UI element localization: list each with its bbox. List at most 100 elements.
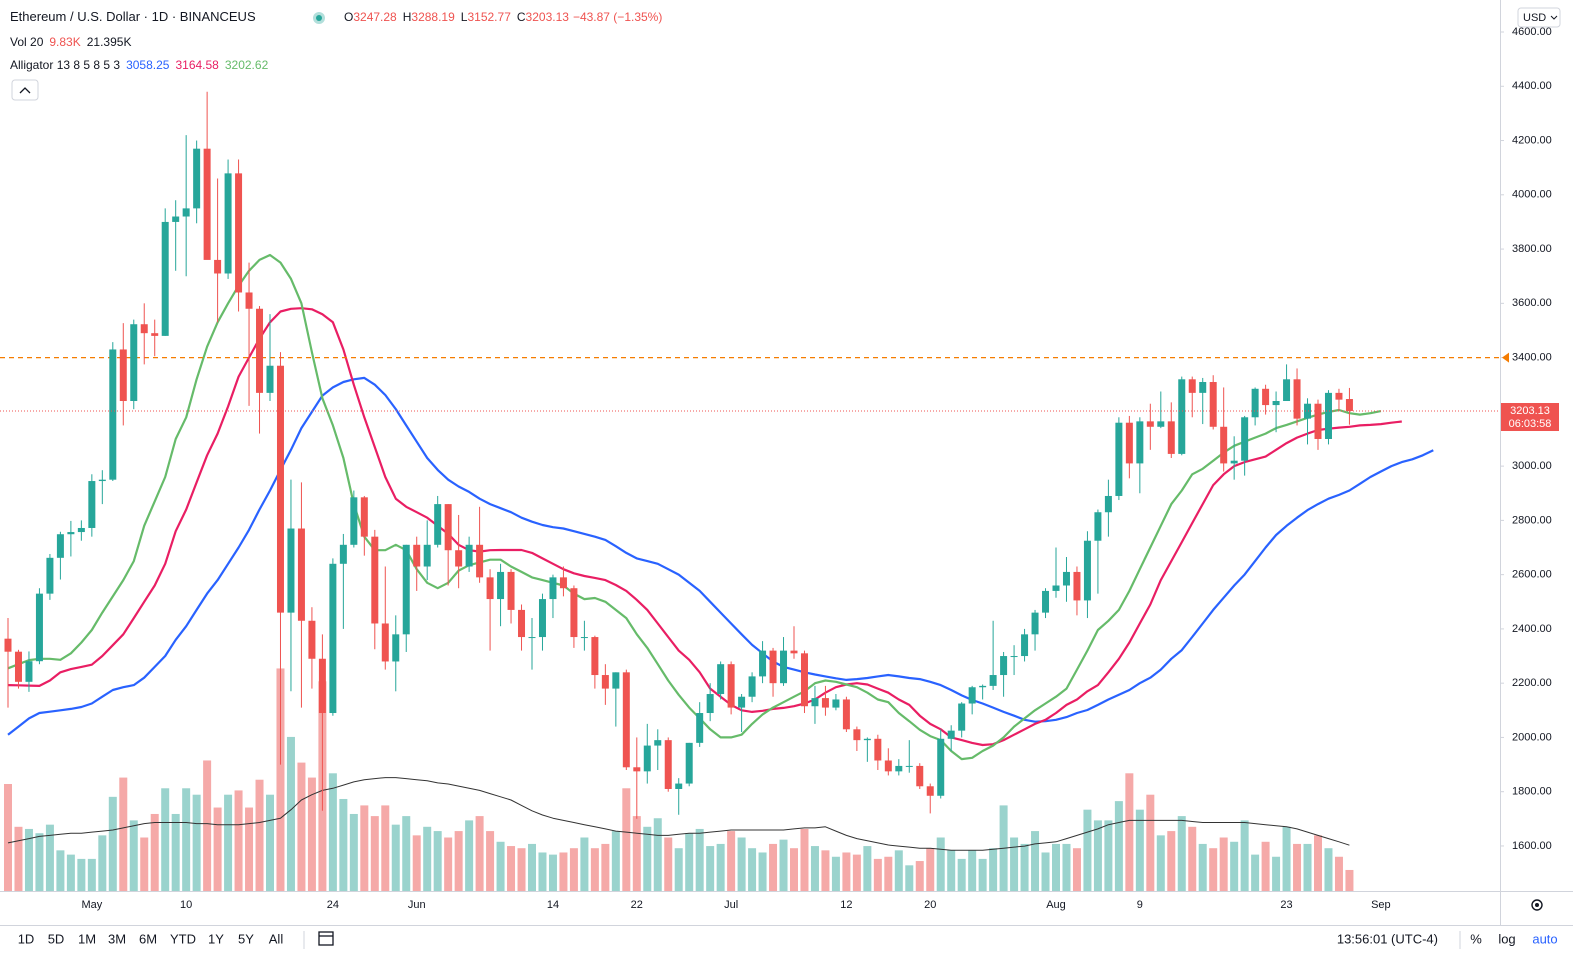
- candle-body: [549, 577, 557, 600]
- volume-bar: [465, 820, 474, 891]
- candle-body: [1115, 422, 1123, 496]
- volume-bar: [727, 831, 736, 891]
- candle-body: [916, 765, 924, 787]
- candle-body: [172, 216, 180, 222]
- volume-bar: [863, 846, 872, 891]
- settings-icon[interactable]: [1535, 903, 1539, 907]
- volume-bar: [24, 828, 33, 891]
- volume-bar: [810, 846, 819, 891]
- candle-body: [633, 767, 641, 772]
- scale-option[interactable]: %: [1470, 931, 1482, 946]
- volume-bar: [1146, 794, 1155, 891]
- volume-bar: [1093, 820, 1102, 891]
- candle-body: [77, 527, 85, 533]
- alert-marker: [1502, 352, 1509, 363]
- candle-body: [1167, 421, 1175, 454]
- candle-body: [790, 650, 798, 654]
- volume-bar: [276, 668, 285, 891]
- collapse-button[interactable]: [11, 79, 39, 101]
- y-tick-label: 2600.00: [1512, 569, 1552, 581]
- candle-body: [528, 637, 536, 639]
- range-button[interactable]: 6M: [139, 931, 157, 946]
- currency-button[interactable]: [1517, 7, 1561, 28]
- y-tick-label: 2800.00: [1512, 514, 1552, 526]
- candle-body: [98, 479, 106, 482]
- volume-bar: [528, 843, 536, 891]
- volume-bar: [234, 790, 243, 891]
- volume-bar: [821, 850, 830, 891]
- candle-body: [1083, 540, 1091, 601]
- range-button[interactable]: 1D: [18, 931, 35, 946]
- volume-bar: [1314, 835, 1322, 891]
- volume-bar: [968, 850, 977, 891]
- currency-chevron[interactable]: [1550, 15, 1558, 20]
- candle-body: [1021, 634, 1029, 657]
- range-button[interactable]: 1M: [78, 931, 96, 946]
- volume-bar: [611, 831, 620, 891]
- candle-body: [800, 653, 808, 707]
- range-button[interactable]: 5Y: [238, 931, 254, 946]
- volume-bar: [590, 848, 599, 891]
- volume-bar: [391, 824, 400, 891]
- volume-bar: [989, 848, 998, 891]
- candle-body: [256, 308, 264, 393]
- volume-bar: [758, 852, 767, 891]
- candle-body: [1230, 460, 1238, 464]
- volume-bar: [496, 841, 505, 891]
- collapse-icon[interactable]: [19, 87, 31, 94]
- candle-body: [1272, 401, 1280, 406]
- candle-body: [371, 536, 379, 624]
- range-button[interactable]: 1Y: [208, 931, 224, 946]
- range-button[interactable]: 3M: [108, 931, 126, 946]
- candle-body: [507, 571, 515, 610]
- candle-body: [706, 694, 714, 714]
- volume-bar: [842, 852, 851, 891]
- legend-ohlc: O3247.28 H3288.19 L3152.77 C3203.13 −43.87 (…: [344, 10, 662, 24]
- date-range-icon[interactable]: [318, 931, 334, 946]
- candle-body: [56, 534, 64, 558]
- volume-bar: [1083, 809, 1092, 891]
- candle-body: [266, 365, 274, 393]
- volume-bar: [517, 848, 526, 891]
- volume-bar: [1114, 801, 1123, 891]
- x-tick-label: Sep: [1371, 899, 1391, 911]
- volume-bar: [507, 846, 516, 891]
- volume-bar: [748, 848, 757, 891]
- volume-name: Vol 20: [10, 35, 44, 49]
- alligator-line: [7, 376, 1434, 736]
- volume-bar: [1135, 809, 1144, 891]
- scale-option[interactable]: auto: [1532, 931, 1557, 946]
- candle-body: [1094, 512, 1102, 541]
- candle-body: [580, 637, 588, 639]
- volume-bar: [1324, 848, 1333, 891]
- ohlc-change: −43.87 (−1.35%): [573, 10, 662, 24]
- candle-body: [717, 664, 725, 695]
- candle-body: [130, 324, 138, 402]
- candle-body: [780, 650, 788, 684]
- range-button[interactable]: All: [269, 931, 284, 946]
- range-button[interactable]: 5D: [48, 931, 65, 946]
- volume-bar: [1251, 854, 1260, 891]
- volume-bar: [486, 831, 495, 891]
- volume-bar: [286, 736, 295, 891]
- candle-body: [1104, 495, 1112, 513]
- volume-bar: [769, 843, 778, 891]
- volume-bar: [548, 854, 557, 891]
- candle-body: [601, 675, 609, 689]
- candle-body: [958, 703, 966, 731]
- volume-bar: [1345, 869, 1354, 891]
- candle-body: [853, 729, 861, 741]
- candle-body: [675, 783, 683, 789]
- candle-body: [559, 577, 567, 589]
- scale-option[interactable]: log: [1498, 931, 1515, 946]
- currency-label[interactable]: USD: [1523, 12, 1546, 24]
- candle-body: [235, 173, 243, 293]
- range-button[interactable]: YTD: [170, 931, 196, 946]
- candle-body: [1241, 417, 1249, 461]
- settings-icon[interactable]: [1531, 899, 1543, 911]
- volume-bar: [653, 818, 662, 891]
- alligator-value: 3202.62: [225, 58, 269, 72]
- candle-body: [161, 221, 169, 336]
- volume-bar: [119, 777, 128, 891]
- volume-bar: [297, 762, 306, 891]
